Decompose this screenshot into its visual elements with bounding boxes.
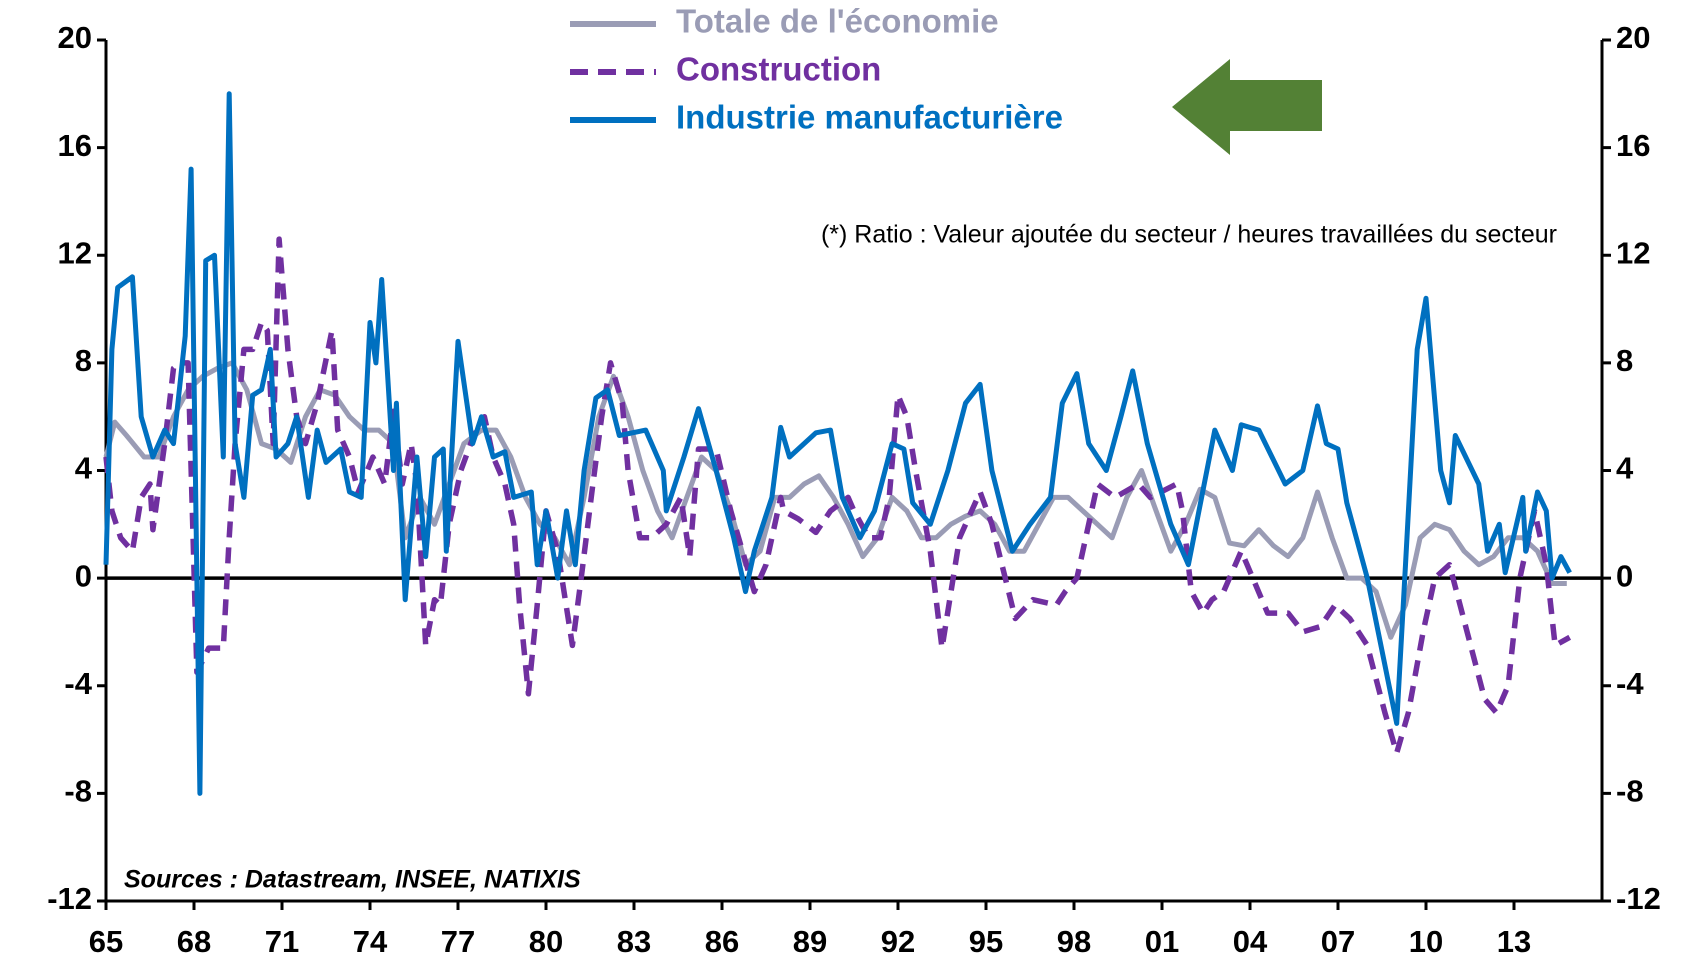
y2-tick-label: -8 — [1616, 774, 1644, 809]
y2-tick-label: 4 — [1616, 451, 1634, 486]
source: Sources : Datastream, INSEE, NATIXIS — [124, 866, 581, 894]
x-tick-label: 65 — [89, 924, 123, 959]
x-tick-label: 07 — [1321, 924, 1355, 959]
x-tick-label: 71 — [265, 924, 299, 959]
y2-tick-label: 16 — [1616, 128, 1650, 163]
annotation: (*) Ratio : Valeur ajoutée du secteur / … — [821, 221, 1557, 249]
x-tick-label: 83 — [617, 924, 651, 959]
y2-tick-label: 12 — [1616, 235, 1650, 270]
series-line — [103, 91, 1572, 796]
y-tick-label: 20 — [58, 20, 92, 55]
legend-label: Construction — [676, 51, 881, 88]
y-tick-label: 16 — [58, 128, 92, 163]
arrow — [1172, 59, 1322, 155]
x-tick-label: 77 — [441, 924, 475, 959]
y2-tick-label: 8 — [1616, 343, 1633, 378]
x-tick-label: 10 — [1409, 924, 1443, 959]
y-tick-label: 8 — [75, 343, 92, 378]
x-tick-label: 86 — [705, 924, 739, 959]
x-tick-label: 95 — [969, 924, 1003, 959]
y2-tick-label: 20 — [1616, 20, 1650, 55]
y2-tick-label: 0 — [1616, 558, 1633, 593]
x-tick-label: 68 — [177, 924, 211, 959]
y-tick-label: 4 — [75, 451, 93, 486]
y2-tick-label: -12 — [1616, 881, 1661, 916]
x-tick-label: 01 — [1145, 924, 1179, 959]
y-tick-label: -4 — [64, 666, 92, 701]
y2-tick-label: -4 — [1616, 666, 1644, 701]
x-tick-label: 13 — [1497, 924, 1531, 959]
x-tick-label: 92 — [881, 924, 915, 959]
series-line — [103, 360, 1567, 640]
x-tick-label: 98 — [1057, 924, 1091, 959]
x-tick-label: 04 — [1233, 924, 1268, 959]
y-tick-label: 0 — [75, 558, 92, 593]
y-tick-label: -8 — [64, 774, 92, 809]
legend-label: Industrie manufacturière — [676, 99, 1063, 136]
x-tick-label: 89 — [793, 924, 827, 959]
legend-label: Totale de l'économie — [676, 3, 999, 40]
x-tick-label: 74 — [353, 924, 388, 959]
x-tick-label: 80 — [529, 924, 563, 959]
series-line — [103, 236, 1572, 756]
y-tick-label: -12 — [47, 881, 92, 916]
y-tick-label: 12 — [58, 235, 92, 270]
